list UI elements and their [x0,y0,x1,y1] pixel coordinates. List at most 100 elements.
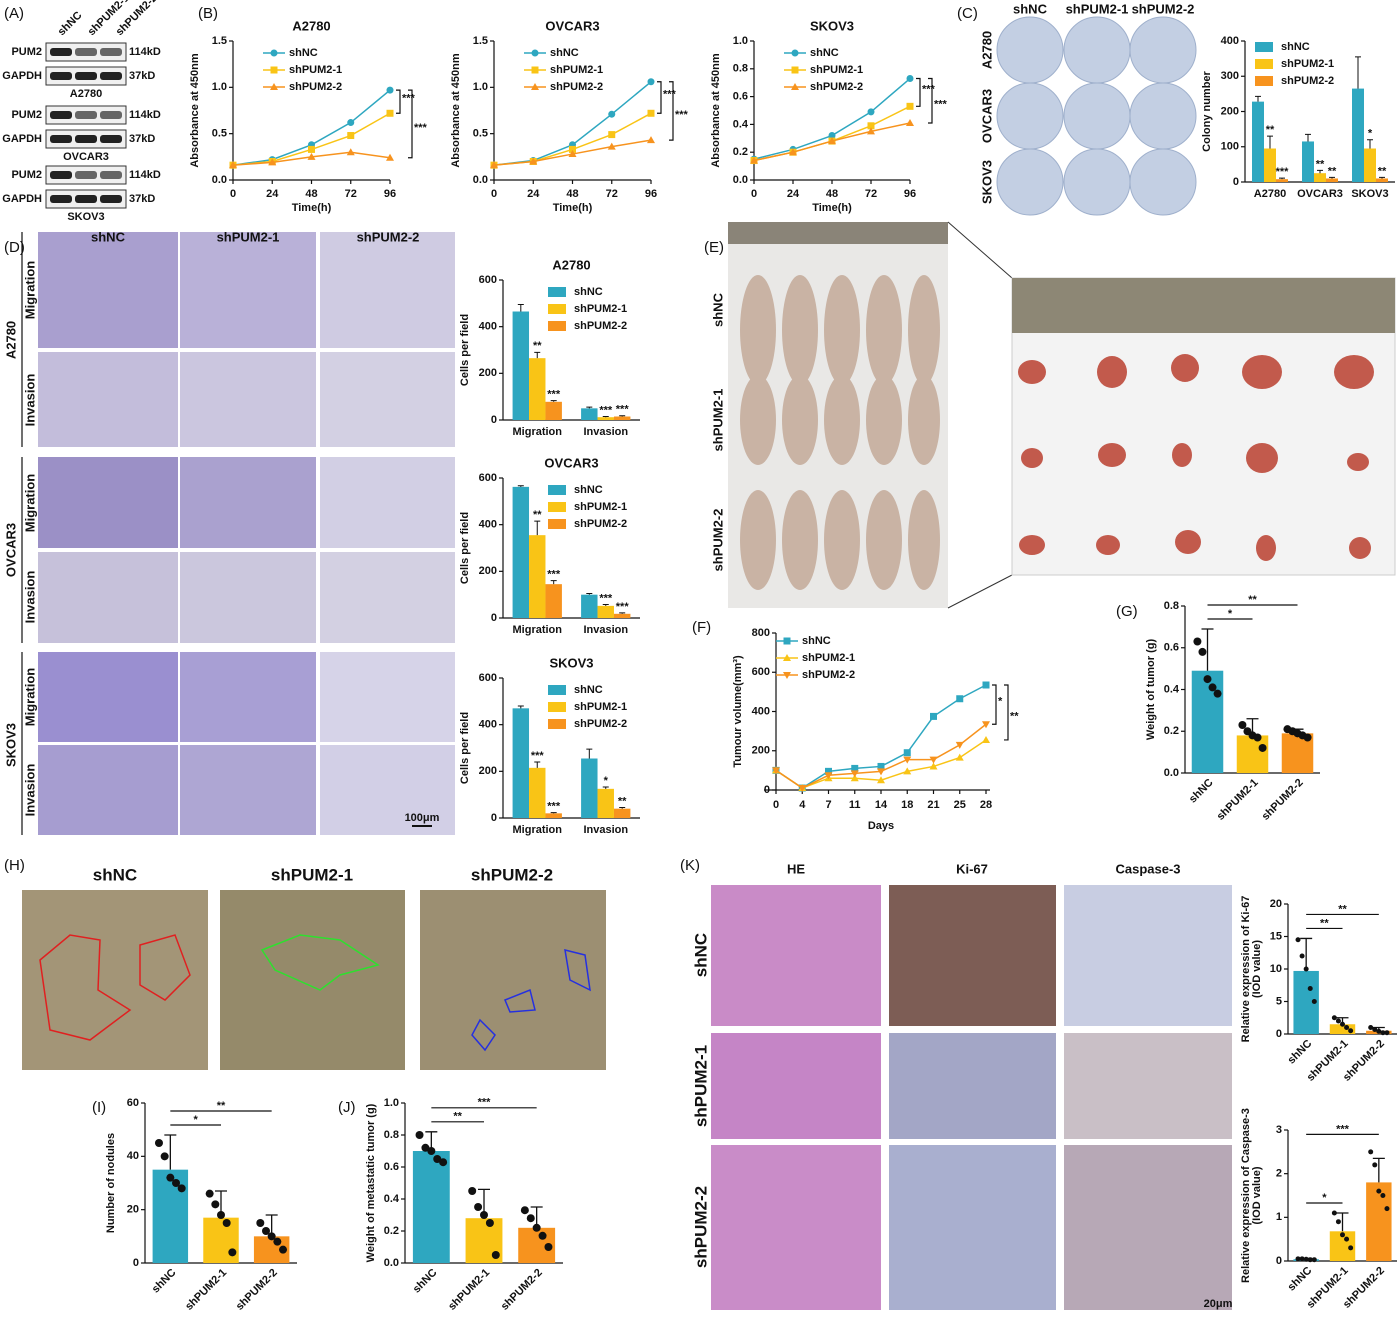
x-tick-label: 25 [954,799,966,811]
bar [1276,179,1288,182]
chart-title: SKOV3 [549,655,593,670]
blot-band [100,135,122,143]
panel-label: (A) [4,5,24,22]
data-point [1253,733,1262,742]
data-point [1384,1206,1390,1212]
significance-label: * [194,1114,199,1126]
x-tick-label: 96 [384,188,396,200]
bar [581,408,598,420]
data-point [1372,1026,1378,1032]
y-axis-label: Relative expression of Caspase-3 [1240,1108,1252,1283]
y-tick-label: 0.0 [1164,767,1179,779]
panel-label: (B) [198,5,218,22]
x-tick-label: Migration [513,624,563,636]
data-point [1295,937,1301,943]
significance-label: ** [453,1111,462,1123]
y-axis-label: (IOD value) [1251,940,1263,998]
y-axis-label: Relative expression of Ki-67 [1240,896,1252,1043]
x-tick-label: 48 [566,188,578,200]
significance-label: *** [478,1097,492,1109]
y-tick-label: 20 [1270,898,1282,910]
y-axis-label: Absorbance at 450nm [710,53,722,168]
metastasis-title: shNC [93,865,137,884]
legend-swatch [548,321,566,331]
marker [825,767,832,775]
legend-swatch [548,485,566,495]
y-axis-label: Tumour volume(mm³) [732,655,744,768]
significance-label: ** [533,509,542,521]
data-point [177,1184,186,1193]
marker [851,764,859,772]
bar [1314,173,1326,182]
significance-bracket [657,81,662,114]
data-point [1376,1188,1382,1194]
y-axis-label: Cells per field [459,712,471,784]
protein-label: GAPDH [2,193,42,205]
plate-column: shNC [1013,1,1048,16]
data-point [1311,1257,1317,1263]
y-tick-label: 1.0 [733,35,748,47]
y-tick-label: 0.5 [473,128,488,140]
legend-marker [783,637,791,645]
marker [903,749,911,757]
legend-marker [791,66,799,74]
bar [512,486,530,618]
y-tick-label: 800 [752,627,770,639]
bar [1302,141,1314,182]
error-bar [1367,139,1373,149]
significance-label: *** [1336,1123,1350,1135]
error-bar [1336,1212,1349,1232]
panel-label: (F) [692,619,711,636]
metastasis-title: shPUM2-2 [471,865,553,884]
x-axis-label: Days [868,820,894,832]
y-tick-label: 200 [752,745,770,757]
plate-row: OVCAR3 [979,89,994,143]
legend-marker [270,83,278,90]
y-tick-label: 1.5 [473,35,488,47]
legend-label: shNC [574,684,603,696]
protein-label: GAPDH [2,70,42,82]
legend-label: shPUM2-1 [289,64,342,76]
protein-label: PUM2 [11,169,42,181]
y-tick-label: 0.6 [1164,642,1179,654]
data-point [279,1245,288,1254]
bar [1252,101,1264,182]
error-bar [602,416,609,418]
blot-band [100,72,122,80]
y-axis-label: Cells per field [459,512,471,584]
marker [828,137,836,145]
data-point [228,1248,237,1257]
x-tick-label: 24 [787,188,800,200]
legend-label: shPUM2-1 [802,652,855,664]
x-tick-label: 72 [606,188,618,200]
error-bar [1255,95,1261,102]
x-tick-label: A2780 [1254,188,1286,200]
blot-band [75,135,97,143]
ihc-row: shNC [691,933,710,977]
error-bar [517,705,524,709]
marker [750,156,758,164]
ihc-column: Ki-67 [956,861,988,876]
legend-label: shPUM2-2 [574,718,627,730]
data-point [480,1211,488,1219]
bar [512,311,530,420]
data-point [427,1147,436,1155]
significance-label: * [998,696,1003,708]
y-tick-label: 0.6 [733,91,748,103]
x-tick-label: shPUM2-1 [446,1267,492,1313]
marker [828,132,836,140]
y-tick-label: 400 [1221,35,1239,47]
data-point [1368,1025,1374,1030]
transwell-row: OVCAR3 [3,523,18,577]
lane-label: shNC [56,9,85,38]
panel-label: (D) [4,239,25,256]
marker [906,75,914,83]
marker [386,153,394,161]
marker [906,102,914,110]
protein-label: PUM2 [11,46,42,58]
data-point [1303,733,1312,742]
legend-label: shPUM2-2 [810,81,863,93]
panel-label: (H) [4,857,25,874]
x-tick-label: 24 [266,188,279,200]
y-tick-label: 200 [479,565,497,577]
